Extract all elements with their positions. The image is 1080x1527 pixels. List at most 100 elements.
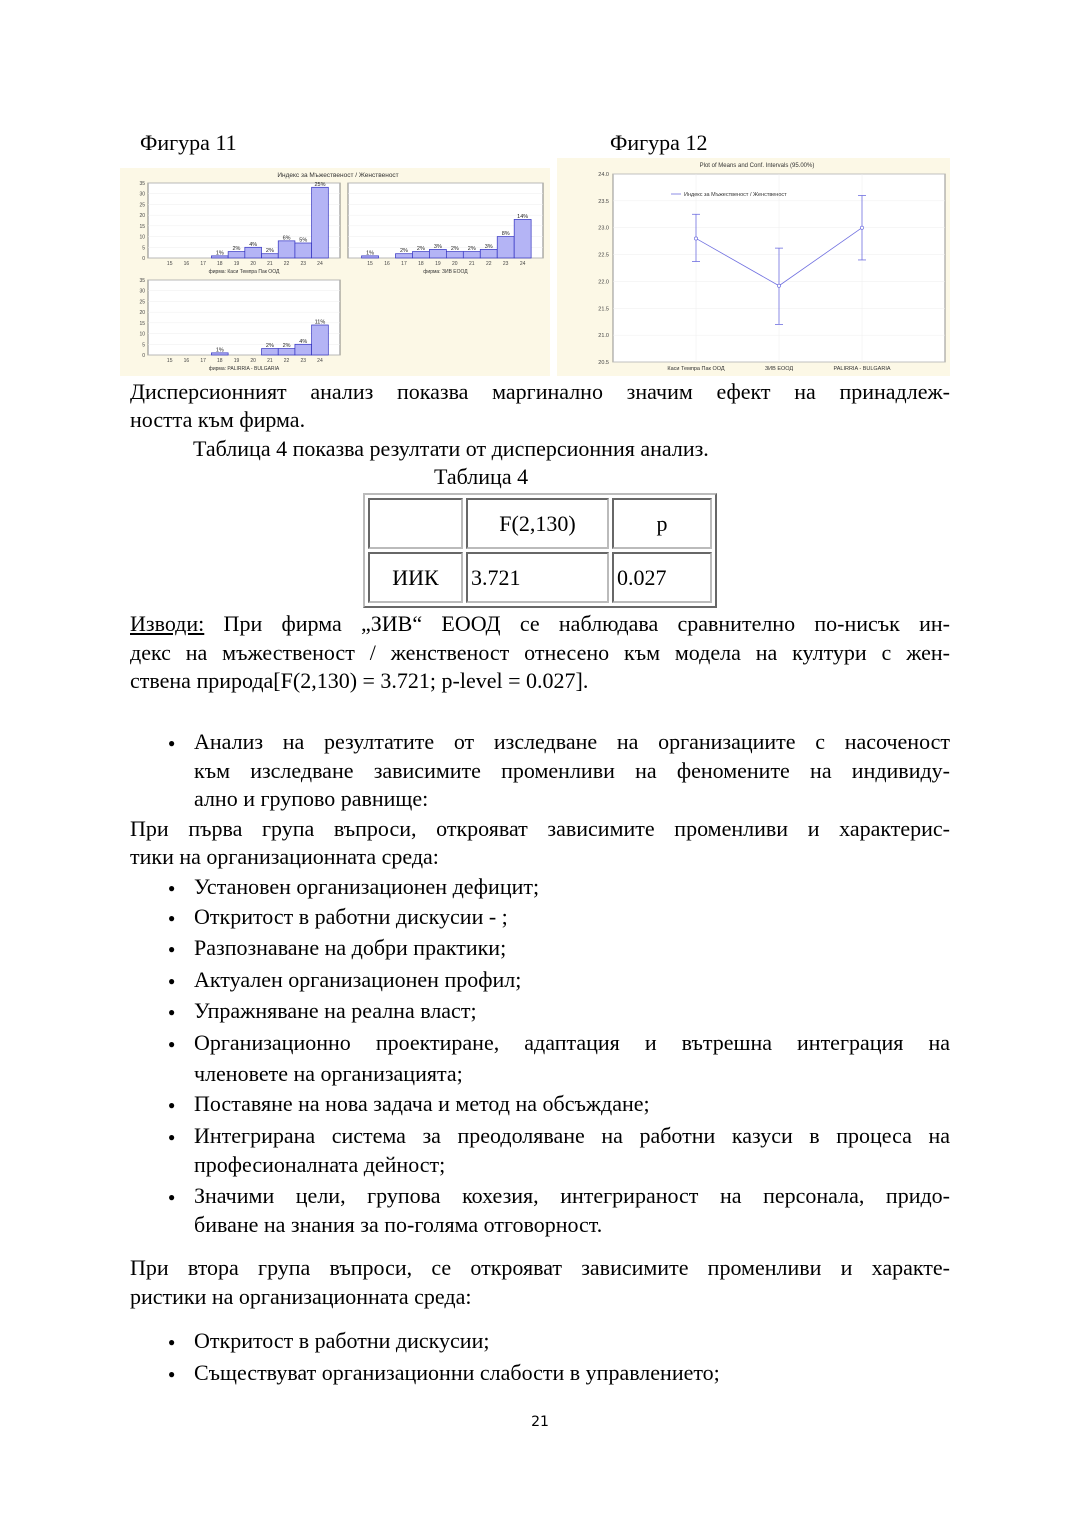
bar-data-label: 2% [400,248,408,254]
bar-data-label: 2% [233,246,241,252]
paragraph-line: ристики на организационната среда: [130,1284,472,1309]
y-tick-label: 5 [142,245,145,251]
paragraph-line: тики на организационната среда: [130,844,439,869]
bar-data-label: 3% [485,244,493,250]
bullet-icon: ● [168,1190,176,1204]
bullet-icon: ● [168,1130,176,1144]
bar-data-label: 1% [216,347,224,353]
bar-data-label: 2% [283,343,291,349]
y-tick-label: 20 [139,310,145,316]
bullet-icon: ● [168,881,176,895]
y-tick-label: 30 [139,192,145,198]
bullet-line: Анализ на резултатите от изследване на о… [194,729,950,754]
bar-data-label: 1% [216,250,224,256]
x-tick-label: 20 [250,358,256,364]
bar [479,249,498,259]
paragraph-line: Таблица 4 показва резултати от дисперсио… [193,436,709,461]
y-tick-label: 5 [142,342,145,348]
bar [311,186,329,259]
list-item: Откритост в работни дискусии; [194,1328,490,1353]
list-item: Упражняване на реална власт; [194,998,477,1023]
x-tick-label: 19 [234,358,240,364]
bullet-icon: ● [168,1005,176,1019]
page-number: 21 [531,1414,549,1430]
paragraph-line: ността към фирма. [130,407,306,432]
plot-area [147,279,341,356]
paragraph-line: При първа група въпроси, открояват завис… [130,816,950,841]
y-tick-label: 15 [139,321,145,327]
y-tick-label: 24.0 [598,172,609,178]
x-tick-label: 22 [486,261,492,267]
figure-12-means-plot: Plot of Means and Conf. Intervals (95.00… [557,158,950,376]
bullet-icon: ● [168,942,176,956]
bar-data-label: 14% [517,214,528,220]
paragraph-line: При втора група въпроси, се открояват за… [130,1255,950,1280]
bar-data-label: 6% [283,235,291,241]
x-tick-label: 15 [367,261,373,267]
bullet-line: ално и групово равнище: [194,786,429,811]
y-tick-label: 30 [139,289,145,295]
mean-point [860,225,864,230]
bar-data-label: 2% [468,246,476,252]
list-item: Установен организационен дефицит; [194,874,540,899]
means-plot-svg: Plot of Means and Conf. Intervals (95.00… [598,163,946,372]
x-tick-label: 17 [200,358,206,364]
histogram-panel: 15 1% 16 17 2% 18 2% 19 3% 20 2% 21 2% 22 3% 23 8% 24 14% ф… [347,182,544,275]
y-tick-label: 15 [139,224,145,230]
y-tick-label: 21.0 [598,333,609,339]
x-tick-label: 24 [520,261,526,267]
bar-data-label: 5% [299,238,307,244]
y-tick-label: 35 [139,278,145,284]
bar [445,251,464,259]
table-cell: 0.027 [612,552,712,603]
bar-data-label: 8% [502,231,510,237]
x-tick-label: 20 [452,261,458,267]
bullet-icon: ● [168,736,176,750]
x-tick-label: 24 [317,358,323,364]
x-tick-label: 18 [217,358,223,364]
bar [429,249,447,259]
bar-data-label: 3% [434,244,442,250]
x-tick-label: 23 [503,261,509,267]
x-tick-label: PALIRRIA - BULGARIA [833,366,890,372]
x-tick-label: ЗИВ ЕООД [765,366,794,372]
bar [244,246,262,259]
x-tick-label: 21 [267,358,273,364]
x-tick-label: 24 [317,261,323,267]
bar-data-label: 1% [366,250,374,256]
bullet-icon: ● [168,911,176,925]
mean-point [694,236,698,241]
bar-data-label: 2% [266,343,274,349]
bullet-icon: ● [168,1037,176,1051]
bar-data-label: 4% [249,242,257,248]
bar [261,253,279,259]
x-tick-label: 21 [267,261,273,267]
bar-data-label: 11% [315,320,326,326]
y-tick-label: 21.5 [598,306,609,312]
bar [361,255,379,259]
y-tick-label: 23.5 [598,199,609,205]
histogram-panel: 0 5 10 15 20 25 30 35 15 16 17 18 1% 19 20 21 2% 22 2% 23 4%… [139,278,341,372]
x-tick-label: 16 [184,358,190,364]
bar [496,236,515,259]
bar [261,348,279,356]
y-tick-label: 22.0 [598,279,609,285]
y-tick-label: 23.0 [598,226,609,232]
x-tick-label: Каси Темпра Пак ООД [667,366,725,372]
x-tick-label: 17 [401,261,407,267]
list-item: Откритост в работни дискусии - ; [194,904,508,929]
x-tick-label: 19 [234,261,240,267]
bar [395,253,413,259]
bar-data-label: 2% [266,248,274,254]
table-header-row: F(2,130) p [368,498,712,549]
bar-data-label: 4% [299,339,307,345]
x-tick-label: 16 [184,261,190,267]
x-tick-label: 22 [284,358,290,364]
list-item: Значими цели, групова кохезия, интегрира… [194,1183,950,1208]
bar [294,343,312,356]
list-item: професионалната дейност; [194,1152,446,1177]
bar [277,348,296,356]
list-item: биване на знания за по-голяма отговорнос… [194,1212,603,1237]
table-cell: ИИК [368,552,463,603]
